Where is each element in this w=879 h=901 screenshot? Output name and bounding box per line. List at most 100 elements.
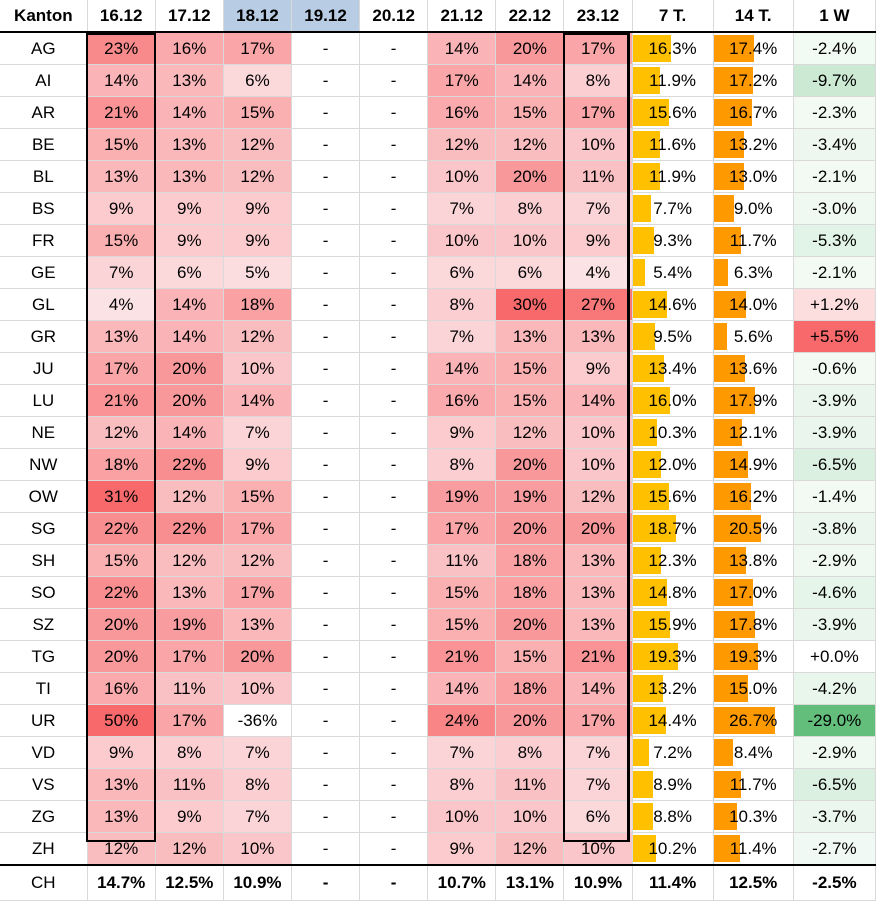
avg-14day-cell[interactable]: 9.0% [713, 192, 794, 225]
column-header[interactable]: 23.12 [563, 0, 633, 33]
day-cell[interactable]: 11% [495, 768, 565, 801]
week-change-cell[interactable]: -3.8% [793, 512, 877, 545]
day-cell[interactable]: - [359, 832, 429, 866]
day-cell[interactable]: - [359, 352, 429, 385]
kanton-cell[interactable]: TG [0, 640, 88, 673]
avg-7day-cell[interactable]: 8.9% [632, 768, 714, 801]
day-cell[interactable]: - [359, 640, 429, 673]
day-cell[interactable]: 10% [563, 416, 633, 449]
avg-14day-cell[interactable]: 17.9% [713, 384, 794, 417]
day-cell[interactable]: 13% [563, 608, 633, 641]
day-cell[interactable]: 10.9% [223, 864, 292, 901]
day-cell[interactable]: 19% [427, 480, 497, 513]
day-cell[interactable]: 14.7% [87, 864, 156, 901]
day-cell[interactable]: 18% [495, 672, 565, 705]
kanton-cell[interactable]: VD [0, 736, 88, 769]
day-cell[interactable]: 11% [155, 672, 224, 705]
day-cell[interactable]: 20% [495, 704, 565, 737]
day-cell[interactable]: 30% [495, 288, 565, 321]
day-cell[interactable]: - [291, 416, 361, 449]
avg-14day-cell[interactable]: 6.3% [713, 256, 794, 289]
day-cell[interactable]: - [359, 32, 429, 65]
kanton-cell[interactable]: GR [0, 320, 88, 353]
day-cell[interactable]: - [359, 672, 429, 705]
day-cell[interactable]: 17% [223, 576, 292, 609]
week-change-cell[interactable]: -6.5% [793, 448, 877, 481]
kanton-cell[interactable]: OW [0, 480, 88, 513]
kanton-cell[interactable]: AI [0, 64, 88, 97]
avg-14day-cell[interactable]: 10.3% [713, 800, 794, 833]
day-cell[interactable]: 7% [427, 320, 497, 353]
day-cell[interactable]: - [359, 288, 429, 321]
avg-7day-cell[interactable]: 13.4% [632, 352, 714, 385]
total-row[interactable]: CH 14.7% 12.5% 10.9% - -10.7% 13.1% 10.9% 11.4% 1… [0, 864, 877, 901]
day-cell[interactable]: 15% [427, 576, 497, 609]
week-change-cell[interactable]: -2.9% [793, 736, 877, 769]
day-cell[interactable]: 8% [155, 736, 224, 769]
week-change-cell[interactable]: -3.7% [793, 800, 877, 833]
week-change-cell[interactable]: +5.5% [793, 320, 877, 353]
week-change-cell[interactable]: -2.7% [793, 832, 877, 866]
avg-14day-cell[interactable]: 17.2% [713, 64, 794, 97]
column-header[interactable]: 17.12 [155, 0, 224, 33]
day-cell[interactable]: - [359, 736, 429, 769]
day-cell[interactable]: 7% [563, 192, 633, 225]
day-cell[interactable]: 16% [87, 672, 156, 705]
day-cell[interactable]: 20% [155, 352, 224, 385]
week-change-cell[interactable]: -29.0% [793, 704, 877, 737]
day-cell[interactable]: - [359, 864, 429, 901]
day-cell[interactable]: - [291, 32, 361, 65]
day-cell[interactable]: 13% [155, 128, 224, 161]
day-cell[interactable]: 9% [223, 448, 292, 481]
day-cell[interactable]: 27% [563, 288, 633, 321]
column-header[interactable]: 7 T. [632, 0, 714, 33]
day-cell[interactable]: - [291, 544, 361, 577]
day-cell[interactable]: 15% [87, 224, 156, 257]
day-cell[interactable]: 14% [427, 352, 497, 385]
table-row[interactable]: TI 16% 11% 10% - -14% 18% 14% 13.2% 15.0% -4.2% [0, 672, 877, 705]
avg-14day-cell[interactable]: 8.4% [713, 736, 794, 769]
day-cell[interactable]: 15% [223, 480, 292, 513]
day-cell[interactable]: 10.7% [427, 864, 497, 901]
day-cell[interactable]: 17% [427, 512, 497, 545]
avg-7day-cell[interactable]: 13.2% [632, 672, 714, 705]
kanton-cell[interactable]: TI [0, 672, 88, 705]
day-cell[interactable]: - [291, 640, 361, 673]
avg-14day-cell[interactable]: 16.2% [713, 480, 794, 513]
day-cell[interactable]: 13% [87, 768, 156, 801]
day-cell[interactable]: 7% [427, 736, 497, 769]
week-change-cell[interactable]: -1.4% [793, 480, 877, 513]
kanton-cell[interactable]: NW [0, 448, 88, 481]
table-row[interactable]: UR 50% 17% -36% - -24% 20% 17% 14.4% 26.7% -29.0% [0, 704, 877, 737]
day-cell[interactable]: 19% [495, 480, 565, 513]
day-cell[interactable]: - [291, 512, 361, 545]
day-cell[interactable]: 7% [427, 192, 497, 225]
day-cell[interactable]: 10% [223, 352, 292, 385]
column-header[interactable]: 16.12 [87, 0, 156, 33]
kanton-cell[interactable]: ZH [0, 832, 88, 866]
day-cell[interactable]: 8% [495, 736, 565, 769]
kanton-cell[interactable]: SH [0, 544, 88, 577]
day-cell[interactable]: 10% [223, 672, 292, 705]
avg-14day-cell[interactable]: 17.0% [713, 576, 794, 609]
day-cell[interactable]: 8% [427, 768, 497, 801]
column-header[interactable]: Kanton [0, 0, 88, 33]
day-cell[interactable]: 6% [563, 800, 633, 833]
kanton-cell[interactable]: NE [0, 416, 88, 449]
day-cell[interactable]: 15% [223, 96, 292, 129]
day-cell[interactable]: - [291, 864, 361, 901]
week-change-cell[interactable]: -3.9% [793, 416, 877, 449]
day-cell[interactable]: 50% [87, 704, 156, 737]
week-change-cell[interactable]: -4.2% [793, 672, 877, 705]
kanton-cell[interactable]: FR [0, 224, 88, 257]
day-cell[interactable]: - [291, 704, 361, 737]
column-header[interactable]: 1 W [793, 0, 877, 33]
day-cell[interactable]: 20% [495, 512, 565, 545]
avg-7day-cell[interactable]: 14.4% [632, 704, 714, 737]
day-cell[interactable]: - [359, 544, 429, 577]
day-cell[interactable]: 12% [223, 128, 292, 161]
day-cell[interactable]: - [359, 704, 429, 737]
week-change-cell[interactable]: -2.1% [793, 256, 877, 289]
day-cell[interactable]: - [291, 96, 361, 129]
